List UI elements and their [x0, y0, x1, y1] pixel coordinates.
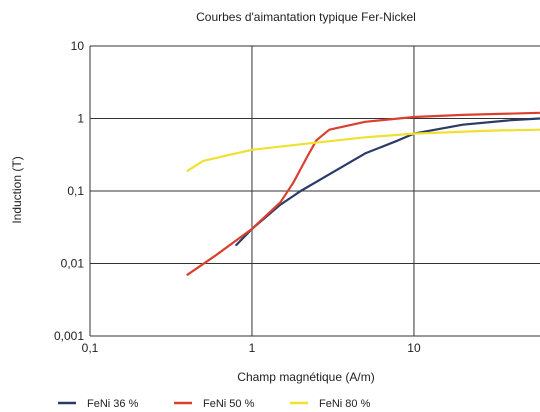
x-tick-label: 10 — [407, 341, 421, 355]
series-line-3 — [186, 128, 540, 172]
y-tick-label: 0,1 — [67, 184, 84, 198]
legend: FeNi 36 % FeNi 50 % FeNi 80 % — [58, 398, 371, 410]
series-line-2 — [186, 111, 540, 276]
legend-item: FeNi 50 % — [174, 398, 255, 410]
series-line-1 — [235, 117, 540, 247]
y-tick-label: 0,001 — [54, 329, 84, 343]
x-tick-labels: 0,1 1 10 — [82, 341, 421, 355]
legend-label: FeNi 80 % — [319, 398, 371, 410]
legend-item: FeNi 36 % — [58, 398, 139, 410]
x-tick-label: 1 — [249, 341, 256, 355]
x-axis-label: Champ magnétique (A/m) — [237, 370, 374, 384]
x-tick-label: 0,1 — [82, 341, 99, 355]
y-tick-labels: 0,001 0,01 0,1 1 10 — [54, 39, 84, 343]
legend-item: FeNi 80 % — [290, 398, 371, 410]
series-layer — [186, 111, 540, 276]
legend-label: FeNi 50 % — [203, 398, 255, 410]
plot-frame — [89, 46, 540, 337]
grid — [89, 45, 540, 337]
y-tick-label: 0,01 — [61, 257, 85, 271]
chart-title: Courbes d'aimantation typique Fer-Nickel — [196, 10, 416, 24]
legend-label: FeNi 36 % — [87, 398, 139, 410]
y-tick-label: 1 — [77, 112, 84, 126]
y-axis-label: Induction (T) — [10, 156, 24, 223]
y-tick-label: 10 — [71, 39, 85, 53]
